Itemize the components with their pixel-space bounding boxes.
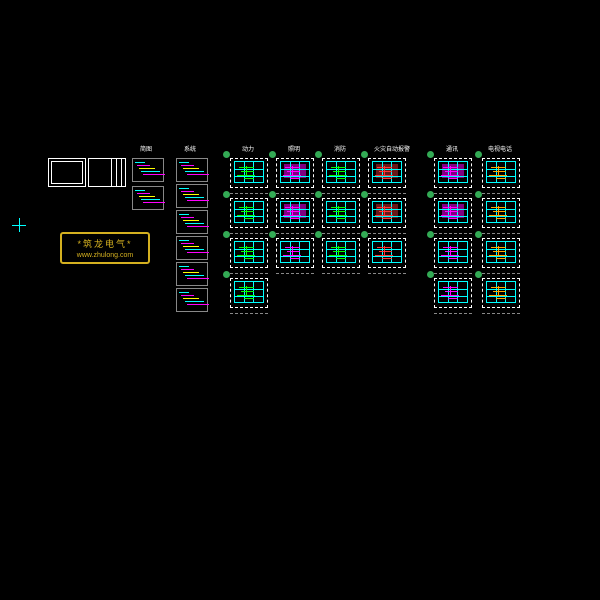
floor-plan-thumbnail[interactable]: [276, 238, 314, 268]
floor-plan-thumbnail[interactable]: [322, 198, 360, 228]
floor-plan-thumbnail[interactable]: [230, 198, 268, 228]
column-header: 系统: [184, 144, 196, 153]
cad-canvas[interactable]: { "stamp":{"line1":"*筑龙电气*","line2":"www…: [0, 0, 600, 600]
title-block-2[interactable]: [88, 158, 126, 187]
watermark-stamp: *筑龙电气* www.zhulong.com: [60, 232, 150, 264]
schematic-thumbnail[interactable]: [132, 158, 164, 182]
column-header: 通讯: [446, 144, 458, 153]
floor-plan-thumbnail[interactable]: [482, 198, 520, 228]
schematic-thumbnail[interactable]: [176, 288, 208, 312]
stamp-title: *筑龙电气*: [77, 237, 132, 250]
schematic-thumbnail[interactable]: [176, 158, 208, 182]
floor-plan-thumbnail[interactable]: [434, 238, 472, 268]
stamp-url: www.zhulong.com: [77, 252, 133, 259]
floor-plan-thumbnail[interactable]: [482, 158, 520, 188]
floor-plan-thumbnail[interactable]: [368, 238, 406, 268]
floor-plan-thumbnail[interactable]: [434, 158, 472, 188]
schematic-thumbnail[interactable]: [176, 184, 208, 208]
floor-plan-thumbnail[interactable]: [276, 198, 314, 228]
floor-plan-thumbnail[interactable]: [482, 238, 520, 268]
floor-plan-thumbnail[interactable]: [322, 238, 360, 268]
floor-plan-thumbnail[interactable]: [322, 158, 360, 188]
ucs-origin-icon: [16, 222, 22, 228]
floor-plan-thumbnail[interactable]: [434, 198, 472, 228]
column-header: 照明: [288, 144, 300, 153]
floor-plan-thumbnail[interactable]: [276, 158, 314, 188]
schematic-thumbnail[interactable]: [176, 262, 208, 286]
floor-plan-thumbnail[interactable]: [230, 278, 268, 308]
schematic-thumbnail[interactable]: [132, 186, 164, 210]
floor-plan-thumbnail[interactable]: [368, 198, 406, 228]
floor-plan-thumbnail[interactable]: [434, 278, 472, 308]
floor-plan-thumbnail[interactable]: [368, 158, 406, 188]
title-block-1[interactable]: [48, 158, 86, 187]
schematic-thumbnail[interactable]: [176, 236, 208, 260]
floor-plan-thumbnail[interactable]: [230, 158, 268, 188]
column-header: 火灾自动报警: [374, 144, 410, 153]
column-header: 电视电话: [488, 144, 512, 153]
floor-plan-thumbnail[interactable]: [230, 238, 268, 268]
column-header: 简图: [140, 144, 152, 153]
floor-plan-thumbnail[interactable]: [482, 278, 520, 308]
column-header: 消防: [334, 144, 346, 153]
column-header: 动力: [242, 144, 254, 153]
schematic-thumbnail[interactable]: [176, 210, 208, 234]
